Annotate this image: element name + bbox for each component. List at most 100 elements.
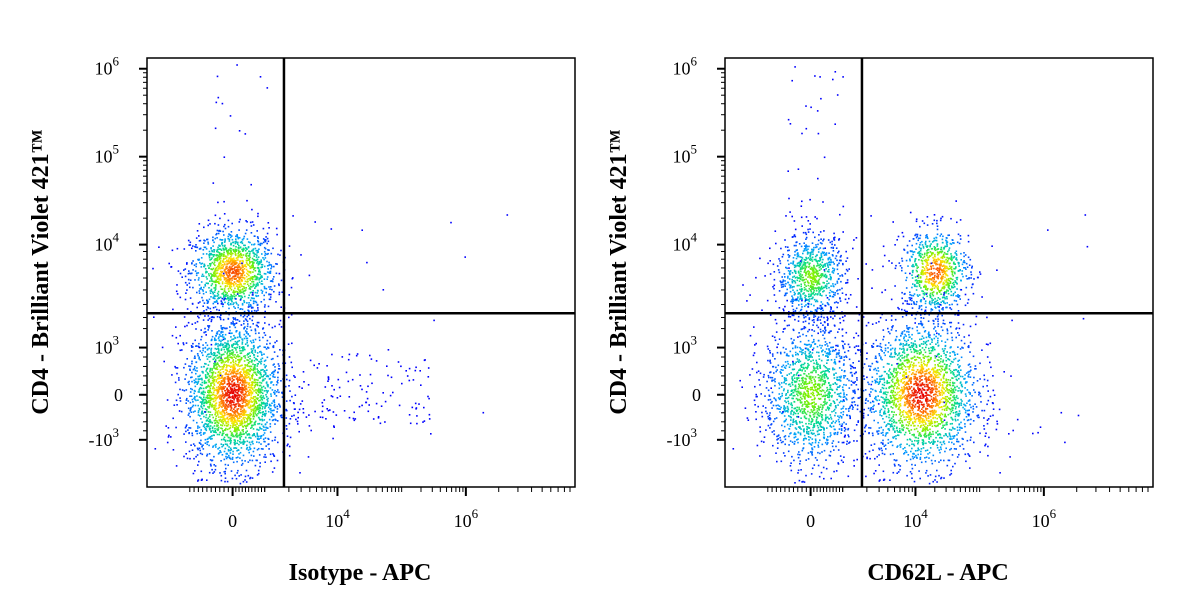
event-dot bbox=[202, 299, 204, 302]
event-dot bbox=[251, 221, 254, 223]
event-dot bbox=[209, 369, 211, 371]
event-dot bbox=[235, 322, 238, 324]
event-dot bbox=[331, 395, 334, 398]
event-dot bbox=[226, 347, 228, 350]
event-dot bbox=[849, 294, 852, 296]
event-dot bbox=[220, 249, 223, 251]
event-dot bbox=[211, 374, 214, 376]
event-dot bbox=[251, 276, 254, 278]
event-dot bbox=[210, 351, 212, 354]
event-dot bbox=[247, 386, 250, 389]
event-dot bbox=[220, 348, 223, 350]
event-dot bbox=[220, 424, 222, 426]
event-dot bbox=[359, 374, 361, 376]
event-dot bbox=[271, 439, 274, 442]
event-dot bbox=[262, 395, 265, 397]
event-dot bbox=[222, 326, 225, 329]
y-tick-base: -10 bbox=[89, 430, 113, 450]
event-dot bbox=[241, 406, 244, 409]
event-dot bbox=[260, 394, 262, 397]
event-dot bbox=[232, 395, 234, 397]
event-dot bbox=[210, 398, 213, 401]
event-dot bbox=[817, 260, 820, 262]
event-dot bbox=[198, 290, 201, 292]
event-dot bbox=[247, 373, 250, 375]
event-dot bbox=[177, 393, 179, 396]
event-dot bbox=[214, 274, 217, 276]
event-dot bbox=[842, 231, 844, 233]
event-dot bbox=[221, 415, 224, 417]
event-dot bbox=[202, 448, 205, 450]
event-dot bbox=[226, 398, 228, 400]
event-dot bbox=[221, 281, 224, 283]
event-dot bbox=[217, 302, 219, 305]
event-dot bbox=[196, 370, 198, 372]
event-dot bbox=[805, 262, 807, 264]
event-dot bbox=[241, 248, 243, 251]
event-dot bbox=[482, 411, 485, 414]
event-dot bbox=[192, 411, 195, 413]
event-dot bbox=[216, 357, 218, 359]
event-dot bbox=[808, 245, 810, 248]
event-dot bbox=[220, 388, 223, 391]
event-dot bbox=[814, 300, 817, 303]
event-dot bbox=[829, 275, 832, 278]
event-dot bbox=[838, 259, 841, 262]
event-dot bbox=[217, 390, 220, 392]
event-dot bbox=[805, 246, 807, 248]
event-dot bbox=[244, 355, 246, 357]
event-dot bbox=[170, 436, 172, 438]
event-dot bbox=[247, 417, 250, 419]
event-dot bbox=[217, 348, 220, 351]
event-dot bbox=[288, 379, 291, 382]
event-dot bbox=[220, 402, 223, 405]
event-dot bbox=[203, 396, 205, 398]
event-dot bbox=[257, 346, 259, 349]
event-dot bbox=[846, 270, 849, 272]
event-dot bbox=[252, 263, 254, 265]
event-dot bbox=[225, 342, 228, 345]
event-dot bbox=[203, 286, 205, 289]
event-dot bbox=[238, 345, 241, 348]
event-dot bbox=[204, 331, 206, 334]
event-dot bbox=[841, 275, 844, 277]
event-dot bbox=[219, 366, 221, 368]
event-dot bbox=[190, 444, 192, 446]
event-dot bbox=[168, 262, 170, 265]
event-dot bbox=[831, 240, 833, 243]
event-dot bbox=[812, 251, 814, 253]
event-dot bbox=[218, 350, 220, 352]
event-dot bbox=[218, 452, 221, 454]
event-dot bbox=[228, 290, 230, 292]
event-dot bbox=[221, 243, 223, 245]
event-dot bbox=[229, 260, 232, 263]
event-dot bbox=[254, 464, 257, 467]
event-dot bbox=[227, 420, 229, 423]
event-dot bbox=[281, 396, 284, 398]
event-dot bbox=[239, 441, 241, 443]
event-dot bbox=[235, 271, 238, 273]
event-dot bbox=[241, 296, 244, 299]
event-dot bbox=[779, 280, 782, 282]
event-dot bbox=[208, 274, 210, 277]
event-dot bbox=[844, 298, 847, 301]
event-dot bbox=[236, 265, 239, 267]
event-dot bbox=[208, 347, 210, 350]
event-dot bbox=[210, 465, 212, 467]
event-dot bbox=[212, 386, 214, 388]
event-dot bbox=[226, 252, 229, 254]
event-dot bbox=[243, 287, 246, 289]
event-dot bbox=[211, 330, 213, 332]
event-dot bbox=[209, 396, 211, 398]
event-dot bbox=[259, 426, 261, 429]
event-dot bbox=[816, 287, 819, 289]
event-dot bbox=[796, 298, 799, 300]
event-dot bbox=[239, 451, 242, 454]
event-dot bbox=[178, 410, 181, 412]
event-dot bbox=[232, 317, 235, 319]
event-dot bbox=[243, 394, 245, 396]
event-dot bbox=[810, 266, 813, 269]
event-dot bbox=[224, 297, 226, 300]
event-dot bbox=[804, 300, 806, 303]
event-dot bbox=[203, 424, 205, 426]
